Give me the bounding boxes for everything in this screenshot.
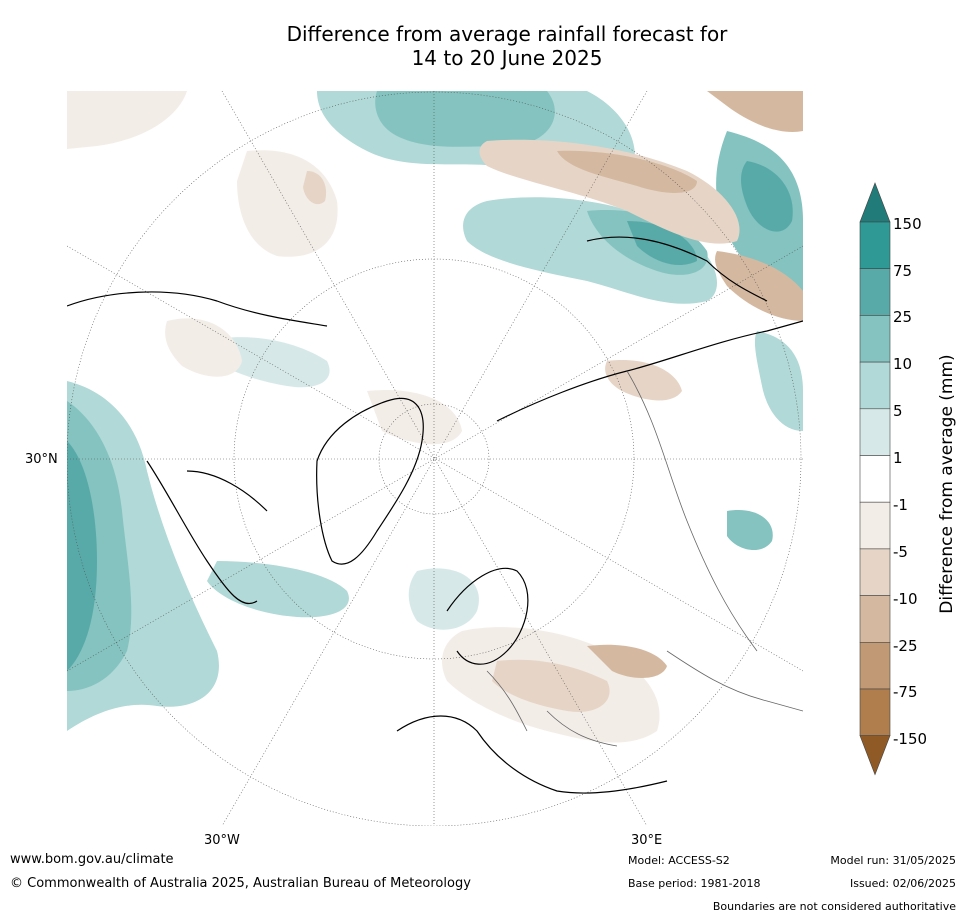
colorbar-segment [859, 501, 891, 550]
title-line-1: Difference from average rainfall forecas… [286, 22, 728, 46]
greenland-coast [316, 397, 424, 565]
rainfall-anomaly-map [67, 91, 803, 826]
colorbar-segment [859, 548, 891, 596]
colorbar-tick-label: -150 [893, 730, 928, 748]
scandinavia-coast [446, 567, 529, 665]
dry-anomaly-regions [67, 91, 803, 743]
colorbar-segment [859, 595, 891, 643]
colorbar-segment [859, 315, 891, 363]
colorbar-segment [859, 221, 891, 270]
graticule [67, 91, 803, 826]
colorbar-tick-label: 150 [893, 215, 922, 233]
lon-label-30e: 30°E [631, 833, 663, 848]
europe-coast [396, 715, 668, 794]
colorbar-tick-label: -5 [893, 543, 908, 561]
lat-label-30n: 30°N [25, 452, 58, 467]
colorbar-tick-label: -10 [893, 590, 918, 608]
colorbar-tick-label: 1 [893, 449, 903, 467]
footer-model-run: Model run: 31/05/2025 [830, 854, 956, 867]
chart-title: Difference from average rainfall forecas… [0, 22, 965, 70]
footer-copyright: © Commonwealth of Australia 2025, Austra… [10, 876, 471, 891]
colorbar-segment [859, 641, 891, 690]
footer-url[interactable]: www.bom.gov.au/climate [10, 852, 174, 867]
colorbar-segment [859, 268, 891, 316]
colorbar-tick-label: -25 [893, 637, 918, 655]
colorbar-segment [859, 361, 891, 410]
colorbar-tick-label: 5 [893, 402, 903, 420]
colorbar-tick-label: 25 [893, 308, 913, 326]
north-america-coast [67, 291, 328, 605]
colorbar-extend-bottom [859, 735, 891, 776]
country-boundaries [486, 370, 803, 747]
colorbar-tick-label: 10 [893, 355, 913, 373]
footer-disclaimer: Boundaries are not considered authoritat… [712, 900, 956, 913]
footer-issued: Issued: 02/06/2025 [849, 877, 956, 890]
colorbar-segment [859, 688, 891, 737]
colorbar-tick-label: -1 [893, 496, 908, 514]
colorbar-title: Difference from average (mm) [937, 354, 957, 614]
colorbar-segment [859, 455, 891, 503]
colorbar-extend-top [859, 182, 891, 223]
colorbar-tick-label: -75 [893, 683, 918, 701]
colorbar-segment [859, 408, 891, 456]
wet-anomaly-regions [67, 91, 803, 731]
title-line-2: 14 to 20 June 2025 [411, 46, 603, 70]
lon-label-30w: 30°W [204, 833, 240, 848]
colorbar-tick-label: 75 [893, 262, 913, 280]
footer-base-period: Base period: 1981-2018 [628, 877, 761, 890]
footer-model: Model: ACCESS-S2 [628, 854, 730, 867]
colorbar [859, 182, 891, 776]
